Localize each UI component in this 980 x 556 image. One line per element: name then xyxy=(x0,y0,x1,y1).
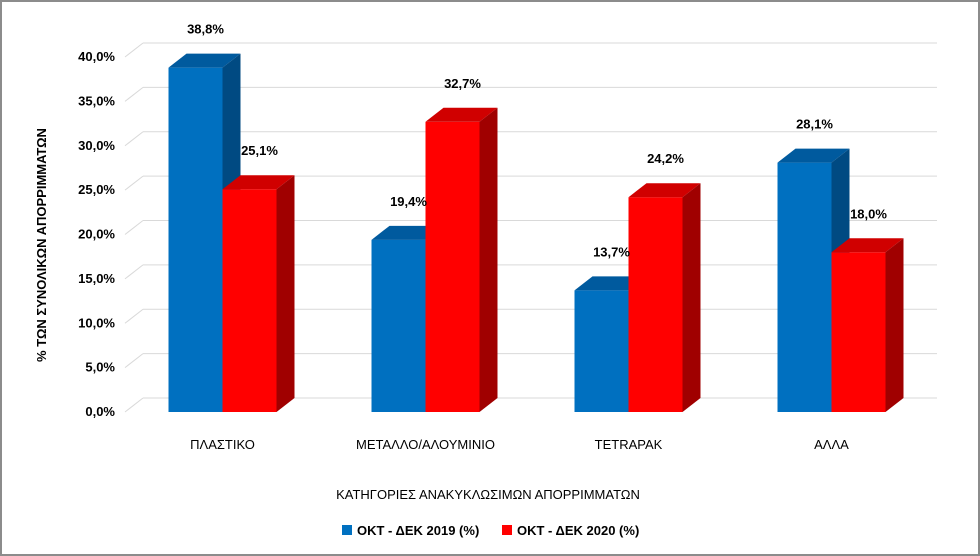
bar-2019-0 xyxy=(168,67,223,413)
data-label: 38,8% xyxy=(187,22,224,37)
bars xyxy=(168,53,904,413)
y-tick-label: 25,0% xyxy=(78,182,115,197)
legend: ΟΚΤ - ΔΕΚ 2019 (%) ΟΚΤ - ΔΕΚ 2020 (%) xyxy=(342,523,639,538)
bar-2020-1-side xyxy=(479,107,498,412)
gridline-diagonal xyxy=(124,397,144,413)
y-tick-label: 15,0% xyxy=(78,271,115,286)
data-label: 13,7% xyxy=(593,244,630,259)
y-tick-label: 40,0% xyxy=(78,49,115,64)
data-label: 32,7% xyxy=(444,76,481,91)
y-axis-ticks: 0,0% 5,0% 10,0% 15,0% 20,0% 25,0% 30,0% 35,0% 40… xyxy=(78,49,115,419)
legend-label-2019: ΟΚΤ - ΔΕΚ 2019 (%) xyxy=(357,523,479,538)
y-tick-label: 20,0% xyxy=(78,227,115,242)
y-tick-label: 0,0% xyxy=(85,404,115,419)
gridline-diagonal xyxy=(124,175,144,191)
gridline-diagonal xyxy=(124,86,144,102)
bar-2020-2-side xyxy=(682,183,701,412)
x-category-label: ΑΛΛΑ xyxy=(814,437,849,452)
x-axis-title: ΚΑΤΗΓΟΡΙΕΣ ΑΝΑΚΥΚΛΩΣΙΜΩΝ ΑΠΟΡΡΙΜΜΑΤΩΝ xyxy=(336,487,640,502)
bar-2020-0-top xyxy=(222,175,295,190)
data-labels: 38,8% 25,1% 19,4% 32,7% 13,7% 24,2% 28,1% 18,0% xyxy=(187,22,887,260)
bar-2019-2 xyxy=(574,290,629,412)
bar-2019-3 xyxy=(777,162,832,412)
data-label: 24,2% xyxy=(647,151,684,166)
x-category-label: TETRAPAK xyxy=(595,437,663,452)
bar-2020-3 xyxy=(831,252,886,412)
data-label: 25,1% xyxy=(241,143,278,158)
bar-2020-1-top xyxy=(425,107,498,122)
bar-2020-2-top xyxy=(628,183,701,198)
data-label: 28,1% xyxy=(796,117,833,132)
bar-2020-1 xyxy=(425,121,480,412)
gridline-diagonal xyxy=(124,353,144,369)
bar-2020-3-side xyxy=(885,238,904,412)
legend-swatch-2020 xyxy=(502,525,512,535)
bar-2020-0-side xyxy=(276,175,295,412)
y-tick-label: 5,0% xyxy=(85,360,115,375)
bar-2019-1 xyxy=(371,239,426,412)
gridline-diagonal xyxy=(124,308,144,324)
legend-swatch-2019 xyxy=(342,525,352,535)
y-tick-label: 35,0% xyxy=(78,93,115,108)
y-tick-label: 30,0% xyxy=(78,138,115,153)
gridline-diagonal xyxy=(124,131,144,147)
y-axis-title: % ΤΩΝ ΣΥΝΟΛΙΚΩΝ ΑΠΟΡΡΙΜΜΑΤΩΝ xyxy=(34,128,49,362)
bar-2020-2 xyxy=(628,197,683,412)
x-category-label: ΠΛΑΣΤΙΚΟ xyxy=(190,437,255,452)
bar-2020-3-top xyxy=(831,238,904,253)
gridline-diagonal xyxy=(124,264,144,280)
gridline-diagonal xyxy=(124,42,144,58)
bar-2020-0 xyxy=(222,189,277,412)
x-axis-categories: ΠΛΑΣΤΙΚΟ ΜΕΤΑΛΛΟ/ΑΛΟΥΜΙΝΙΟ TETRAPAK ΑΛΛΑ xyxy=(190,437,849,452)
x-category-label: ΜΕΤΑΛΛΟ/ΑΛΟΥΜΙΝΙΟ xyxy=(356,437,495,452)
data-label: 19,4% xyxy=(390,194,427,209)
y-tick-label: 10,0% xyxy=(78,315,115,330)
data-label: 18,0% xyxy=(850,206,887,221)
bar-2019-3-top xyxy=(777,148,850,163)
gridline-diagonal xyxy=(124,220,144,235)
legend-label-2020: ΟΚΤ - ΔΕΚ 2020 (%) xyxy=(517,523,639,538)
bar-2019-0-top xyxy=(168,53,241,68)
